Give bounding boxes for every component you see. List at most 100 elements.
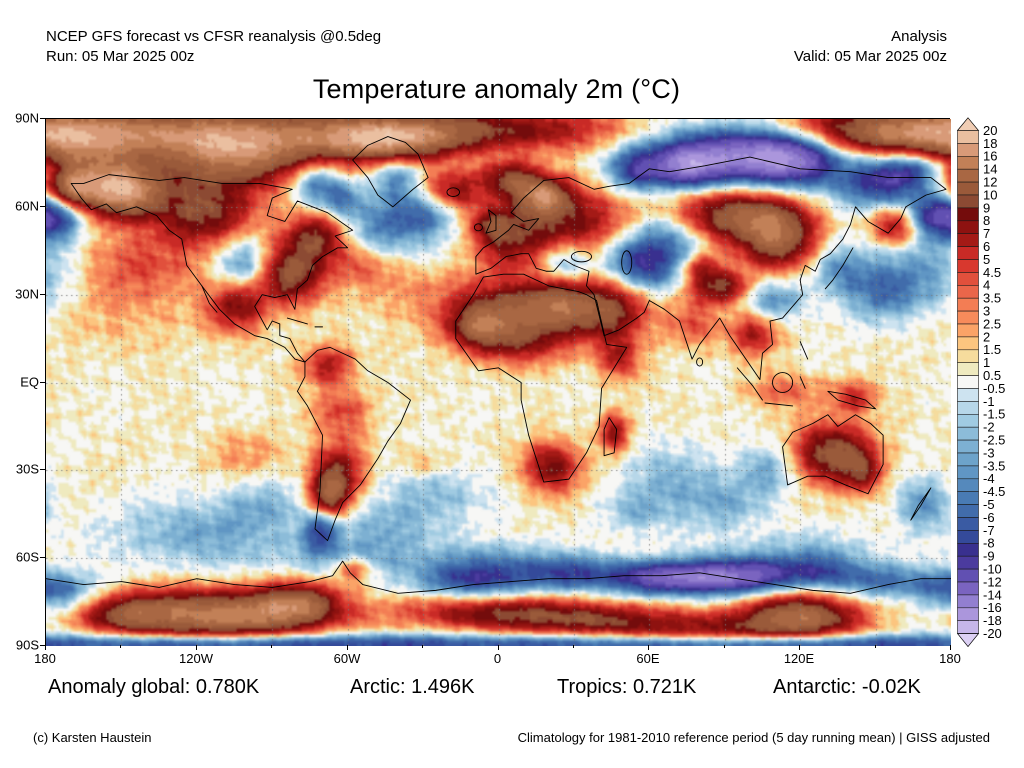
colorbar-tick-label: -20 (983, 626, 1002, 641)
colorbar-tick-label: 12 (983, 175, 997, 190)
colorbar-segment (957, 194, 979, 209)
stat-arctic: Arctic: 1.496K (350, 676, 475, 698)
x-axis-tick-label: 180 (939, 651, 961, 666)
colorbar-svg: 201816141210987654.543.532.521.510.5-0.5… (956, 117, 1005, 648)
colorbar-arrow-above-max (956, 117, 980, 131)
colorbar-segment (957, 504, 979, 518)
coast-baja (202, 286, 217, 312)
colorbar-segment (957, 581, 979, 596)
coast-japan (825, 248, 853, 289)
colorbar-segment (957, 439, 979, 454)
stat-antarctic: Antarctic: -0.02K (773, 676, 921, 698)
y-axis-tick (40, 118, 45, 119)
x-axis-tick (648, 645, 649, 650)
x-axis-tick-label: 120E (783, 651, 815, 666)
coast-greenland (353, 137, 428, 207)
x-axis-tick (45, 645, 46, 650)
colorbar-segment (957, 285, 979, 299)
colorbar-tick-label: -9 (983, 549, 995, 564)
colorbar-segment (957, 143, 979, 157)
colorbar-tick-label: -14 (983, 587, 1002, 602)
colorbar-segment (957, 181, 979, 196)
colorbar-segment (957, 310, 979, 325)
colorbar-segment (957, 568, 979, 583)
coast-uk (486, 210, 496, 233)
x-axis-tick (347, 645, 348, 650)
coast-new-zealand (911, 488, 931, 520)
colorbar-segment (957, 413, 979, 428)
coast-cuba (287, 318, 322, 327)
x-axis-tick (799, 645, 800, 650)
colorbar-segment (957, 401, 979, 415)
colorbar-tick-label: 2.5 (983, 316, 1001, 331)
x-axis-tick (497, 645, 499, 650)
colorbar-tick-label: -7 (983, 523, 995, 538)
colorbar-segment (957, 375, 979, 389)
colorbar-segment (957, 607, 979, 621)
colorbar-segment (957, 542, 979, 557)
x-axis-tick-label: 60E (636, 651, 660, 666)
coast-iceland (447, 188, 460, 197)
y-axis-tick (40, 294, 45, 295)
coast-north-america (71, 175, 353, 362)
colorbar-tick-label: -3.5 (983, 458, 1005, 473)
anomaly-field-canvas (46, 119, 951, 646)
colorbar-tick-label: -2 (983, 420, 995, 435)
colorbar-segment (957, 362, 979, 376)
x-axis-tick-label: 180 (34, 651, 56, 666)
coast-borneo (773, 373, 793, 393)
colorbar-segment (957, 594, 979, 609)
colorbar-segment (957, 478, 979, 492)
colorbar-segment (957, 555, 979, 570)
colorbar-tick-label: -1.5 (983, 407, 1005, 422)
world-anomaly-map (45, 118, 951, 646)
y-axis-tick-label: 90S (15, 637, 39, 653)
x-axis-tick (196, 645, 197, 650)
colorbar-segment (957, 272, 979, 286)
coast-madagascar (604, 418, 617, 456)
colorbar-tick-label: 20 (983, 123, 997, 138)
colorbar-segment (957, 259, 979, 273)
y-axis-tick-label: EQ (20, 374, 39, 389)
colorbar-tick-label: -18 (983, 613, 1002, 628)
mode-label: Analysis (891, 28, 947, 45)
page-title: Temperature anomaly 2m (°C) (312, 74, 681, 104)
colorbar-segment (957, 517, 979, 531)
colorbar-tick-label: -6 (983, 510, 995, 525)
colorbar-tick-label: -8 (983, 536, 995, 551)
colorbar-tick-label: -16 (983, 600, 1002, 615)
colorbar-segment (957, 620, 979, 634)
coast-australia (783, 415, 884, 494)
colorbar-tick-label: 16 (983, 149, 997, 164)
coast-sumatra-java (737, 368, 792, 406)
y-axis-tick-label: 30S (15, 461, 39, 477)
coast-ireland (474, 224, 482, 231)
x-axis-minor-tick (422, 645, 424, 648)
y-axis-tick (40, 469, 45, 470)
colorbar-segment (957, 297, 979, 312)
climatology-note: Climatology for 1981-2010 reference peri… (517, 730, 990, 745)
colorbar-tick-label: 4 (983, 278, 990, 293)
colorbar-segment (957, 465, 979, 480)
colorbar-tick-label: 9 (983, 200, 990, 215)
run-label: Run: 05 Mar 2025 00z (46, 48, 195, 65)
colorbar-segment (957, 233, 979, 247)
header-left: NCEP GFS forecast vs CFSR reanalysis @0.… (46, 27, 381, 67)
colorbar: 20 18 16 14 12 10 9 8 7 6 5 4.5 4 3.5 3 2.5 2 1.5 1 0.5 -0.5… (956, 117, 1024, 649)
colorbar-segment (957, 168, 979, 183)
x-axis-tick-label: 0 (493, 651, 502, 666)
colorbar-tick-label: -0.5 (983, 381, 1005, 396)
y-axis-tick (40, 645, 45, 646)
colorbar-segment (957, 336, 979, 351)
colorbar-tick-label: -1 (983, 394, 995, 409)
colorbar-segment (957, 388, 979, 402)
x-axis-tick (950, 645, 951, 650)
x-axis-minor-tick (874, 645, 876, 648)
colorbar-tick-label: 6 (983, 239, 990, 254)
coastline-overlay (46, 119, 951, 646)
colorbar-segment (957, 207, 979, 222)
coast-caspian-sea (622, 251, 632, 274)
colorbar-tick-label: 14 (983, 162, 997, 177)
colorbar-tick-label: 1 (983, 355, 990, 370)
